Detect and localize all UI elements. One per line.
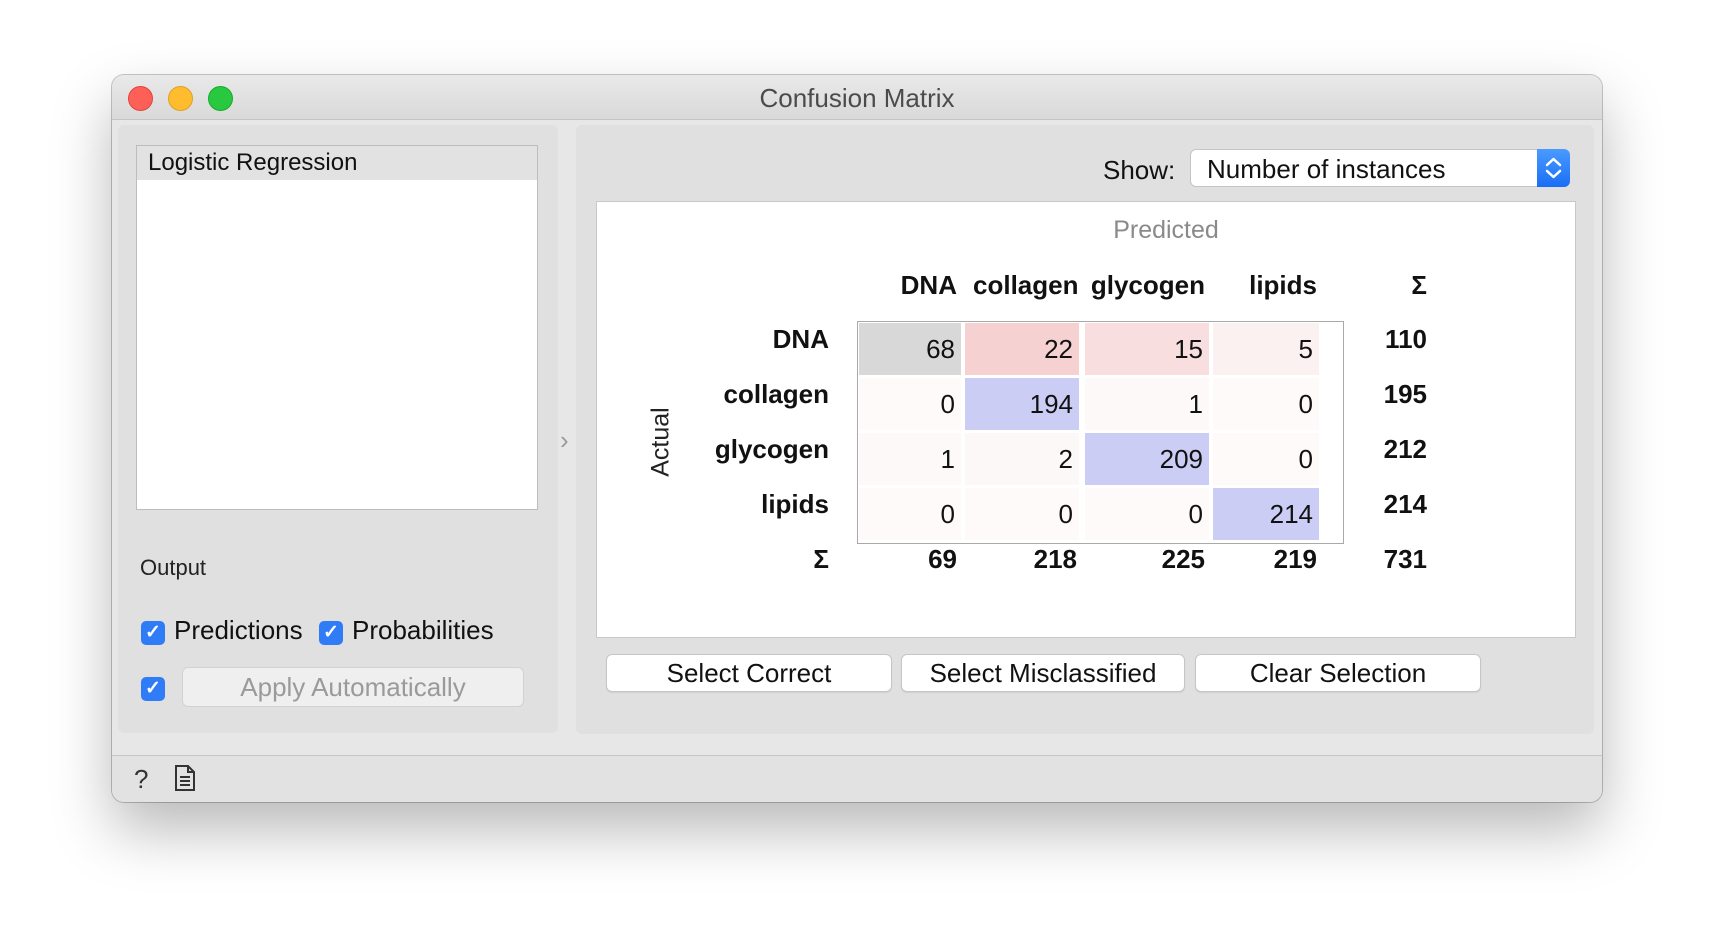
window-title: Confusion Matrix: [759, 83, 955, 113]
probabilities-label[interactable]: Probabilities: [352, 615, 494, 645]
column-header-dna: DNA: [900, 270, 957, 300]
matrix-cell-collagen-dna[interactable]: 0: [859, 378, 961, 430]
output-box: ✓ Predictions ✓ Probabilities ✓ Apply Au…: [118, 583, 558, 733]
confusion-matrix-table: Predicted Actual DNA collagen glycogen l…: [596, 201, 1576, 638]
matrix-cell-collagen-lipids[interactable]: 0: [1213, 378, 1319, 430]
learners-list[interactable]: Logistic Regression: [136, 145, 538, 510]
matrix-cell-glycogen-glycogen[interactable]: 209: [1085, 433, 1209, 485]
row-sum-collagen: 195: [1383, 379, 1427, 409]
row-header-collagen: collagen: [723, 379, 829, 409]
close-window-button[interactable]: [128, 86, 153, 111]
column-header-sum: Σ: [1411, 270, 1427, 300]
matrix-cell-lipids-lipids[interactable]: 214: [1213, 488, 1319, 540]
matrix-cell-lipids-dna[interactable]: 0: [859, 488, 961, 540]
matrix-cell-glycogen-lipids[interactable]: 0: [1213, 433, 1319, 485]
column-header-lipids: lipids: [1249, 270, 1317, 300]
predictions-label[interactable]: Predictions: [174, 615, 303, 645]
column-header-collagen: collagen: [973, 270, 1079, 300]
row-sum-glycogen: 212: [1383, 434, 1427, 464]
learner-item[interactable]: Logistic Regression: [137, 146, 537, 180]
apply-automatically-button[interactable]: Apply Automatically: [182, 667, 524, 707]
column-header-glycogen: glycogen: [1090, 270, 1205, 300]
row-sum-lipids: 214: [1383, 489, 1427, 519]
row-header-sum: Σ: [813, 544, 829, 574]
col-sum-lipids: 219: [1273, 544, 1317, 574]
clear-selection-button[interactable]: Clear Selection: [1195, 654, 1481, 692]
matrix-cell-dna-lipids[interactable]: 5: [1213, 323, 1319, 375]
show-label: Show:: [1103, 155, 1176, 185]
show-select-value: Number of instances: [1207, 154, 1446, 184]
confusion-matrix-window: Confusion Matrix Logistic Regression Out…: [112, 75, 1602, 802]
report-icon[interactable]: [174, 764, 196, 799]
learners-panel: Logistic Regression: [118, 125, 558, 606]
matrix-cell-glycogen-collagen[interactable]: 2: [965, 433, 1079, 485]
matrix-grid-border: [857, 321, 1344, 544]
zoom-window-button[interactable]: [208, 86, 233, 111]
predicted-axis-label: Predicted: [1113, 216, 1219, 244]
probabilities-checkbox[interactable]: ✓: [319, 621, 343, 645]
predictions-checkbox[interactable]: ✓: [141, 621, 165, 645]
col-sum-dna: 69: [928, 544, 957, 574]
title-bar: Confusion Matrix: [112, 75, 1602, 120]
show-select[interactable]: Number of instances: [1190, 149, 1570, 187]
status-bar: ?: [112, 755, 1602, 802]
row-sum-dna: 110: [1385, 324, 1427, 354]
output-section-label: Output: [140, 555, 207, 580]
row-header-glycogen: glycogen: [714, 434, 829, 464]
row-header-dna: DNA: [772, 324, 829, 354]
matrix-panel: Show: Number of instances Predicted Actu…: [576, 125, 1594, 734]
matrix-cell-lipids-collagen[interactable]: 0: [965, 488, 1079, 540]
matrix-cell-collagen-collagen[interactable]: 194: [965, 378, 1079, 430]
matrix-cell-dna-collagen[interactable]: 22: [965, 323, 1079, 375]
minimize-window-button[interactable]: [168, 86, 193, 111]
row-header-lipids: lipids: [761, 489, 829, 519]
select-arrows-icon: [1537, 149, 1570, 187]
matrix-cell-glycogen-dna[interactable]: 1: [859, 433, 961, 485]
matrix-cell-dna-dna[interactable]: 68: [859, 323, 961, 375]
matrix-cell-dna-glycogen[interactable]: 15: [1085, 323, 1209, 375]
matrix-cell-lipids-glycogen[interactable]: 0: [1085, 488, 1209, 540]
splitter-handle-icon[interactable]: ›: [560, 425, 569, 455]
auto-apply-checkbox[interactable]: ✓: [141, 677, 165, 701]
col-sum-collagen: 218: [1033, 544, 1077, 574]
grand-total: 731: [1383, 544, 1427, 574]
actual-axis-label: Actual: [646, 407, 675, 477]
matrix-cell-collagen-glycogen[interactable]: 1: [1085, 378, 1209, 430]
help-icon[interactable]: ?: [134, 764, 149, 794]
col-sum-glycogen: 225: [1161, 544, 1205, 574]
select-misclassified-button[interactable]: Select Misclassified: [901, 654, 1185, 692]
select-correct-button[interactable]: Select Correct: [606, 654, 892, 692]
